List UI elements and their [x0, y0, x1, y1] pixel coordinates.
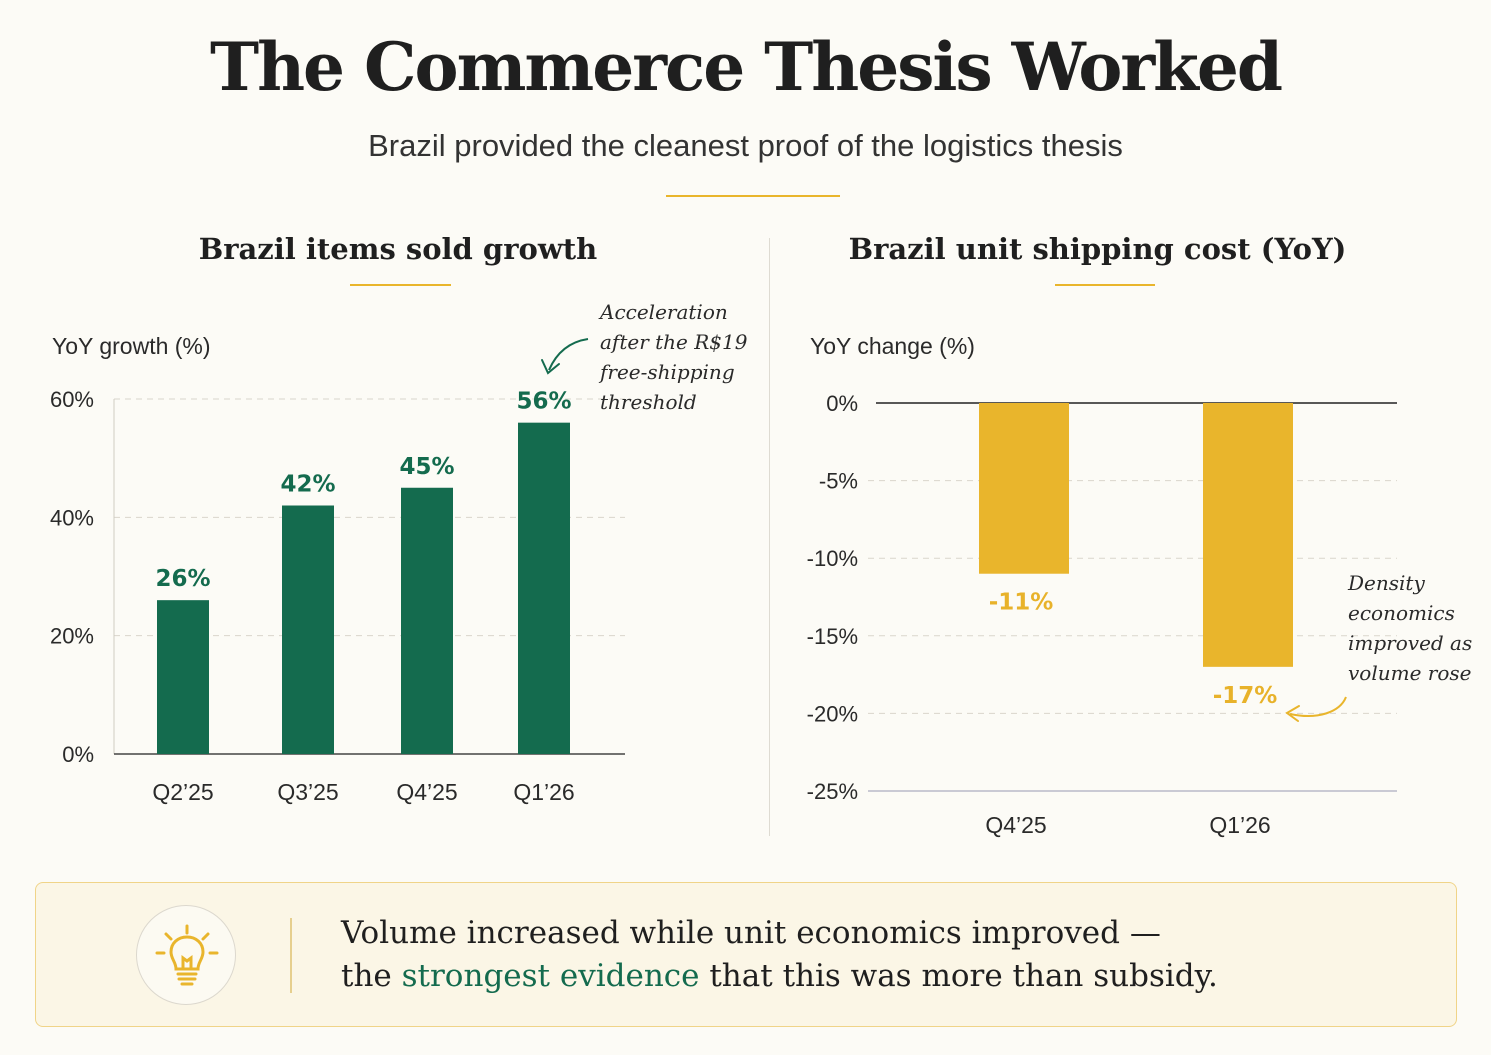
- page-title: The Commerce Thesis Worked: [209, 28, 1283, 106]
- annotation-arrowhead: [1285, 705, 1300, 722]
- y-tick-label: -5%: [819, 469, 858, 494]
- annotation-arrow: [1289, 696, 1347, 718]
- callout-line-1: Volume increased while unit economics im…: [341, 915, 1161, 951]
- bar-value-label: -17%: [1213, 683, 1278, 709]
- chart-title-items-sold: Brazil items sold growth: [198, 232, 598, 266]
- annotation-line: threshold: [600, 390, 697, 414]
- bar-value-label: 42%: [280, 472, 335, 498]
- x-tick-label: Q2’25: [152, 779, 213, 805]
- lightbulb-badge: [136, 905, 236, 1005]
- callout-line-2-start: the: [341, 958, 402, 994]
- y-tick-label: 0%: [826, 391, 858, 416]
- insight-callout: [35, 882, 1457, 1027]
- bar: [401, 487, 453, 754]
- annotation-line: after the R$19: [600, 330, 748, 354]
- y-tick-label: -20%: [807, 701, 858, 726]
- bar: [1203, 403, 1293, 667]
- y-tick-label: 60%: [50, 387, 94, 412]
- y-axis-title: YoY growth (%): [52, 333, 211, 359]
- callout-line-2: the strongest evidence that this was mor…: [341, 955, 1421, 998]
- annotation-arrow: [548, 338, 589, 371]
- bar-value-label: 26%: [155, 566, 210, 592]
- x-tick-label: Q3’25: [277, 779, 338, 805]
- y-tick-label: 40%: [50, 505, 94, 530]
- chart-accent-rule-items-sold: [350, 284, 451, 286]
- callout-divider: [290, 918, 292, 993]
- y-tick-label: -10%: [807, 546, 858, 571]
- bar: [518, 422, 570, 754]
- annotation-line: economics: [1348, 601, 1455, 625]
- bar: [282, 505, 334, 754]
- annotation-line: free-shipping: [598, 360, 735, 384]
- x-tick-label: Q4’25: [396, 779, 457, 805]
- lightbulb-icon: [155, 924, 219, 986]
- chart-title-shipping-cost: Brazil unit shipping cost (YoY): [848, 232, 1347, 266]
- y-tick-label: -15%: [807, 624, 858, 649]
- y-axis-title: YoY change (%): [810, 333, 975, 359]
- x-tick-label: Q4’25: [985, 812, 1046, 838]
- bar-value-label: -11%: [989, 590, 1054, 616]
- annotation-line: Density: [1347, 571, 1425, 595]
- annotation-line: volume rose: [1348, 661, 1471, 685]
- bar: [979, 403, 1069, 574]
- annotation-line: Acceleration: [598, 300, 728, 324]
- bar: [157, 600, 209, 754]
- y-tick-label: 0%: [62, 742, 94, 767]
- bar-value-label: 45%: [399, 454, 454, 480]
- chart-accent-rule-shipping-cost: [1055, 284, 1155, 286]
- callout-text: Volume increased while unit economics im…: [341, 912, 1421, 998]
- bar-value-label: 56%: [516, 389, 571, 415]
- callout-line-2-end: that this was more than subsidy.: [699, 958, 1218, 994]
- callout-highlight: strongest evidence: [401, 958, 700, 994]
- annotation-line: improved as: [1348, 631, 1472, 655]
- column-divider: [769, 238, 770, 836]
- title-accent-rule: [666, 195, 840, 197]
- y-tick-label: -25%: [807, 779, 858, 804]
- y-tick-label: 20%: [50, 624, 94, 649]
- x-tick-label: Q1’26: [513, 779, 574, 805]
- page-subtitle: Brazil provided the cleanest proof of th…: [368, 128, 1123, 163]
- annotation-arrowhead: [541, 359, 560, 375]
- x-tick-label: Q1’26: [1209, 812, 1270, 838]
